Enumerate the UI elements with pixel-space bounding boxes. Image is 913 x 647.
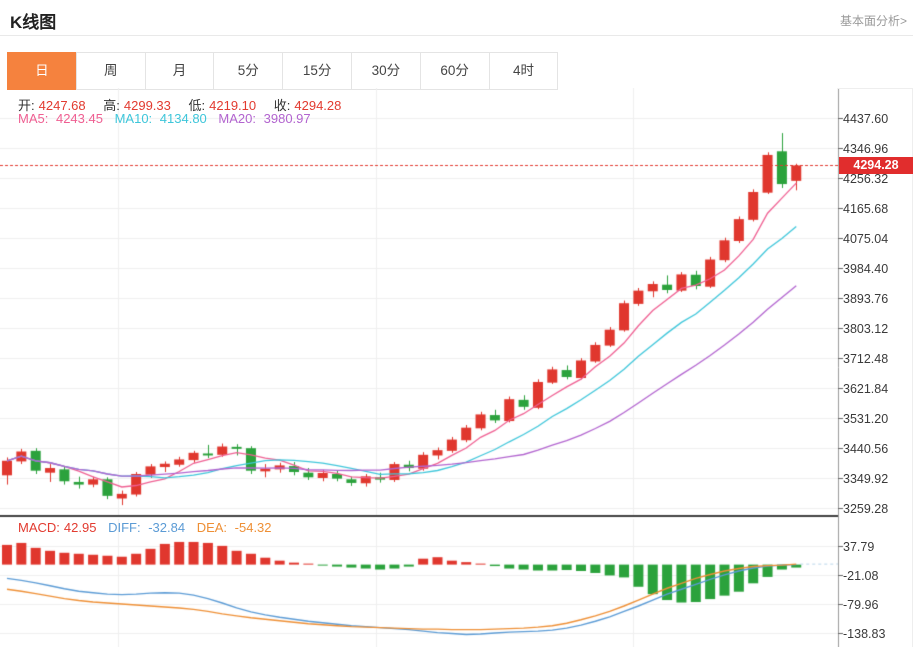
main-axis-label: 3259.28 <box>843 502 889 516</box>
main-axis-label: 4256.32 <box>843 172 889 186</box>
main-axis-label: 3531.20 <box>843 412 889 426</box>
ma20-value: MA20: 3980.97 <box>218 111 311 126</box>
tab-15分[interactable]: 15分 <box>282 52 352 90</box>
period-tabbar: 日周月 5分 15分 30分 60分 4时 <box>7 52 559 90</box>
kline-chart-canvas[interactable] <box>0 88 913 647</box>
fundamental-analysis-link[interactable]: 基本面分析> <box>839 14 907 28</box>
diff-value: DIFF: -32.84 <box>108 520 186 535</box>
main-axis-label: 4346.96 <box>843 142 889 156</box>
main-axis-label: 3893.76 <box>843 292 889 306</box>
tab-4时[interactable]: 4时 <box>488 52 559 90</box>
tab-日[interactable]: 日 <box>7 52 77 90</box>
high-value: 4299.33 <box>123 98 171 113</box>
main-axis-label: 4437.60 <box>843 112 889 126</box>
macd-axis-label: -79.96 <box>843 597 879 612</box>
macd-axis-label: -21.08 <box>843 568 879 583</box>
tab-30分[interactable]: 30分 <box>350 52 421 90</box>
macd-axis-label: 37.79 <box>843 539 875 554</box>
macd-axis-label: -138.83 <box>843 626 886 641</box>
open-label: 开: <box>18 98 35 113</box>
main-axis-label: 3349.92 <box>843 472 889 486</box>
page-title: K线图 <box>10 13 57 32</box>
ma-info-row: MA5: 4243.45 MA10: 4134.80 MA20: 3980.97 <box>18 111 319 126</box>
open-value: 4247.68 <box>38 98 86 113</box>
close-value: 4294.28 <box>294 98 342 113</box>
chart-area: 开: 4247.68 高: 4299.33 低: 4219.10 收: 4294.28 … <box>0 88 913 647</box>
dea-value: DEA: -54.32 <box>196 520 272 535</box>
high-label: 高: <box>103 98 120 113</box>
main-axis-label: 3803.12 <box>843 322 889 336</box>
title-divider <box>0 35 913 36</box>
ma5-value: MA5: 4243.45 <box>18 111 103 126</box>
tab-60分[interactable]: 60分 <box>419 52 490 90</box>
macd-info-row: MACD: 42.95 DIFF: -32.84 DEA: -54.32 <box>18 520 280 535</box>
main-axis-label: 3621.84 <box>843 382 889 396</box>
low-value: 4219.10 <box>209 98 257 113</box>
main-axis-label: 3984.40 <box>843 262 889 276</box>
main-axis-label: 3440.56 <box>843 442 889 456</box>
tab-5分[interactable]: 5分 <box>213 52 284 90</box>
macd-value: MACD: 42.95 <box>18 520 97 535</box>
main-axis-label: 3712.48 <box>843 352 889 366</box>
main-axis-label: 4165.68 <box>843 202 889 216</box>
tab-月[interactable]: 月 <box>144 52 215 90</box>
main-axis-label: 4075.04 <box>843 232 889 246</box>
current-price-tag: 4294.28 <box>839 156 913 174</box>
low-label: 低: <box>188 98 206 113</box>
ohlc-info-row: 开: 4247.68 高: 4299.33 低: 4219.10 收: 4294.28 <box>18 95 345 114</box>
tab-周[interactable]: 周 <box>75 52 146 90</box>
ma10-value: MA10: 4134.80 <box>114 111 207 126</box>
close-label: 收: <box>273 98 291 113</box>
